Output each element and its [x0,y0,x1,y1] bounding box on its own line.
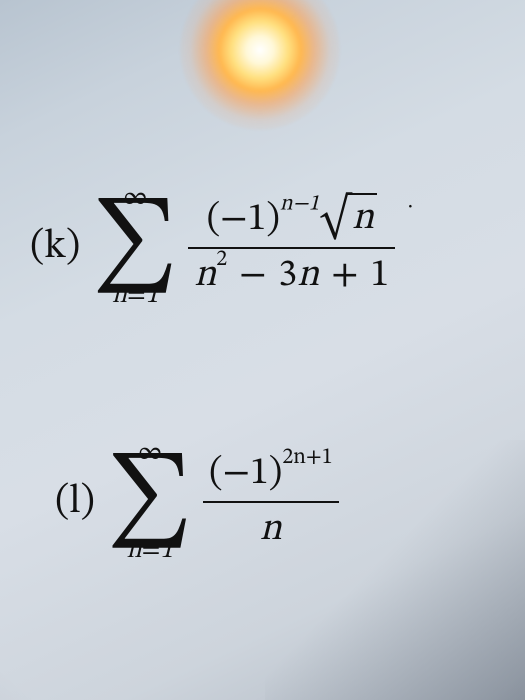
denominator-l: n [254,506,288,554]
formula-k-label: (k) [30,222,80,272]
lens-flare [180,0,340,130]
sqrt-n: √n [319,193,377,244]
formula-l: (l) ∞ ∑ n=1 (−1)2n+1 n [55,440,339,564]
sigma-l-symbol: ∑ [107,466,193,538]
denominator-k: n2 − 3n + 1 [188,252,395,300]
sigma-k: ∞ ∑ n=1 [92,185,178,309]
sigma-l-lower: n=1 [127,538,174,564]
numerator-k: (−1)n−1√n [201,193,383,244]
fraction-l: (−1)2n+1 n [203,450,339,554]
fraction-bar-l [203,501,339,503]
trailing-mark: · [407,193,413,221]
formula-l-label: (l) [55,477,95,527]
formula-k: (k) ∞ ∑ n=1 (−1)n−1√n n2 − 3n + 1 · [30,185,413,309]
sigma-k-symbol: ∑ [92,211,178,283]
vignette [0,0,525,700]
sigma-k-lower: n=1 [112,283,159,309]
fraction-k: (−1)n−1√n n2 − 3n + 1 [188,193,395,300]
sigma-l: ∞ ∑ n=1 [107,440,193,564]
numerator-l: (−1)2n+1 [203,450,339,498]
